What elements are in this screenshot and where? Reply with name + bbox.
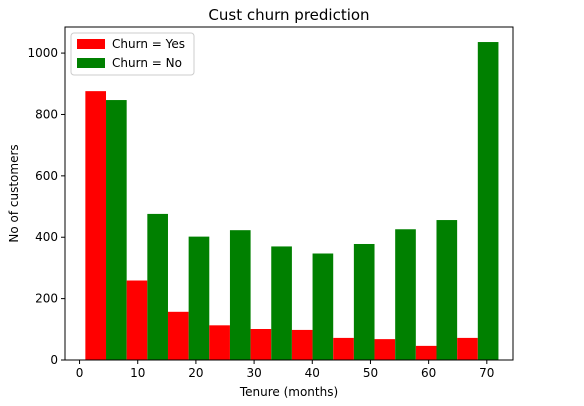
x-tick-label-70: 70 [479,366,494,380]
x-tick-label-60: 60 [421,366,436,380]
bar-churn-no-bin-4 [229,230,251,360]
bar-churn-yes-bin-3 [167,311,189,360]
legend-label-churn-yes: Churn = Yes [112,37,185,51]
plot-frame [64,26,514,361]
x-tick-label-30: 30 [246,366,261,380]
x-tick-label-0: 0 [76,366,84,380]
y-tick-label-1000: 1000 [27,46,58,60]
bar-churn-no-bin-8 [395,229,416,360]
legend-swatch-churn-yes [77,39,105,49]
y-axis-ticks: 0 200 400 600 800 1000 [27,46,65,367]
x-axis-label: Tenure (months) [239,385,338,399]
x-tick-label-20: 20 [188,366,203,380]
legend-label-churn-no: Churn = No [112,56,182,70]
bar-churn-yes-bin-7 [333,337,354,360]
bar-churn-yes-bin-5 [250,329,272,360]
bars-group [85,42,499,361]
bar-churn-yes-bin-8 [374,339,396,360]
bar-churn-yes-bin-9 [415,345,437,360]
x-tick-label-10: 10 [130,366,145,380]
bar-churn-yes-bin-2 [126,280,148,360]
y-tick-label-600: 600 [35,169,58,183]
bar-churn-no-bin-2 [147,213,168,360]
legend: Churn = Yes Churn = No [70,32,195,76]
bar-churn-yes-bin-4 [209,325,230,360]
x-tick-label-40: 40 [305,366,320,380]
bar-churn-no-bin-3 [188,236,210,360]
bar-churn-no-bin-1 [106,100,127,361]
chart-title: Cust churn prediction [208,6,369,24]
y-tick-label-0: 0 [50,353,58,367]
bar-churn-no-bin-7 [353,243,375,360]
x-axis-ticks: 0 10 20 30 40 50 60 70 [76,360,494,380]
y-tick-label-800: 800 [35,107,58,121]
legend-swatch-churn-no [77,58,105,68]
bar-churn-no-bin-10 [477,42,499,360]
bar-churn-yes-bin-10 [457,337,478,360]
bar-churn-yes-bin-6 [291,329,313,360]
x-tick-label-50: 50 [363,366,378,380]
bar-churn-no-bin-9 [436,220,458,360]
bar-churn-no-bin-5 [271,246,292,360]
y-tick-label-400: 400 [35,230,58,244]
bar-churn-yes-bin-1 [85,91,107,360]
y-tick-label-200: 200 [35,292,58,306]
y-axis-label: No of customers [7,144,21,242]
bar-churn-no-bin-6 [312,253,334,360]
